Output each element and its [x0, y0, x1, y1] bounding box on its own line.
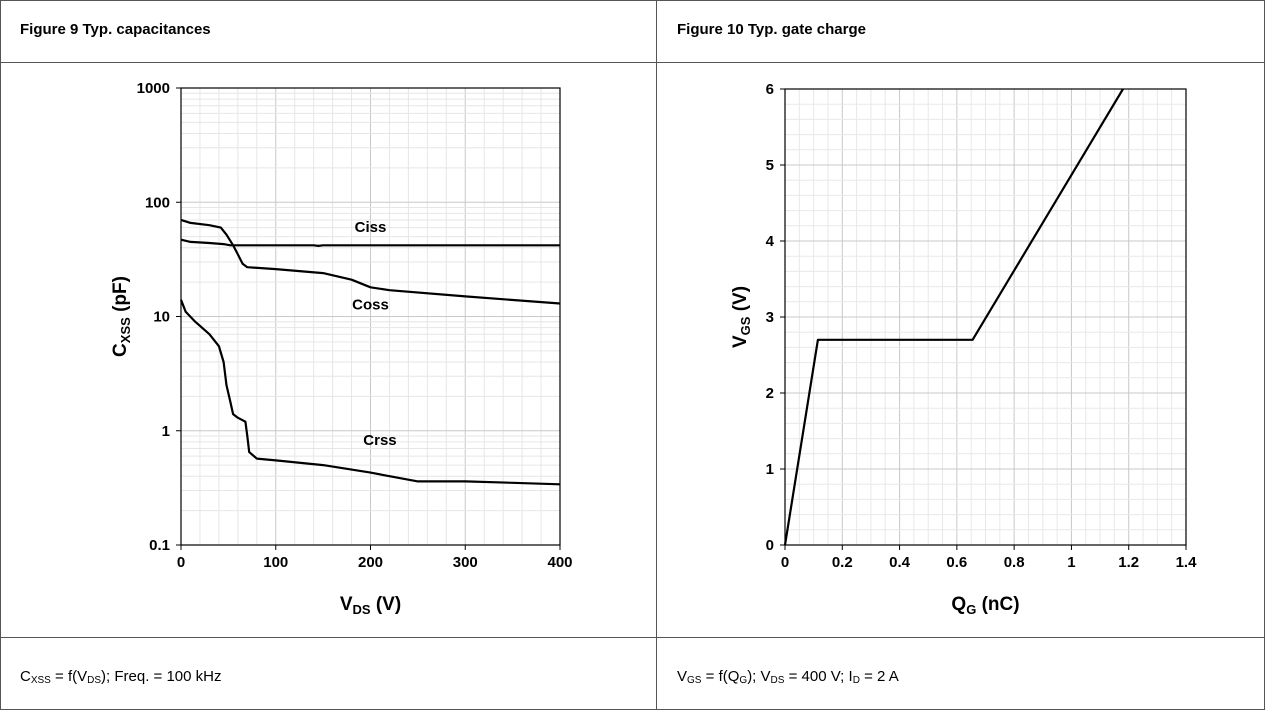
footer-divider [0, 637, 1265, 638]
x-axis-title: QG (nC) [951, 594, 1019, 617]
series-label-ciss: Ciss [355, 219, 387, 236]
figure-9-caption: Figure 9 Typ. capacitances [20, 21, 211, 38]
y-tick-label: 1 [766, 461, 774, 478]
gate-charge-chart: 0 0.2 0.4 0.6 0.8 1 1.2 1.4 0 1 2 3 4 5 6 QG (nC) VGS (V… [730, 81, 1197, 617]
series-ciss-line [180, 238, 560, 247]
x-tick-label: 0 [177, 554, 185, 571]
y-tick-label: 2 [766, 385, 774, 402]
figure-10-caption: Figure 10 Typ. gate charge [677, 21, 866, 38]
y-tick-label: 4 [766, 233, 775, 250]
y-tick-label: 1000 [137, 80, 170, 97]
x-tick-label: 300 [453, 554, 478, 571]
x-tick-label: 1 [1067, 554, 1075, 571]
figure-10-condition: VGS = f(QG); VDS = 400 V; ID = 2 A [677, 668, 899, 686]
series-coss-line [180, 218, 561, 305]
x-tick-label: 1.2 [1118, 554, 1139, 571]
header-divider [0, 62, 1265, 63]
x-tick-label: 0.2 [832, 554, 853, 571]
x-tick-label: 0.8 [1004, 554, 1025, 571]
y-tick-label: 6 [766, 81, 774, 98]
x-tick-label: 400 [547, 554, 572, 571]
y-axis-title: CXSS (pF) [110, 276, 133, 357]
series-label-crss: Crss [363, 432, 396, 449]
y-tick-label: 5 [766, 157, 774, 174]
y-tick-label: 0.1 [149, 537, 170, 554]
x-axis-title: VDS (V) [340, 594, 401, 617]
x-tick-label: 0.4 [889, 554, 911, 571]
gate-charge-line [783, 88, 1124, 546]
y-tick-label: 100 [145, 194, 170, 211]
x-tick-label: 0 [781, 554, 789, 571]
x-tick-label: 200 [358, 554, 383, 571]
x-tick-label: 100 [263, 554, 288, 571]
y-tick-label: 3 [766, 309, 774, 326]
y-tick-label: 10 [153, 309, 170, 326]
x-tick-label: 1.4 [1176, 554, 1198, 571]
figure-9-condition: CXSS = f(VDS); Freq. = 100 kHz [20, 668, 222, 686]
series-crss-line [179, 299, 561, 486]
series-label-coss: Coss [352, 297, 389, 314]
capacitance-chart: 0 100 200 300 400 0.1 1 10 100 1000 Ciss Coss Crss VD… [110, 80, 573, 617]
y-tick-label: 1 [162, 423, 170, 440]
y-tick-label: 0 [766, 537, 774, 554]
x-tick-label: 0.6 [946, 554, 967, 571]
y-axis-title: VGS (V) [730, 286, 753, 348]
column-divider [656, 0, 657, 710]
